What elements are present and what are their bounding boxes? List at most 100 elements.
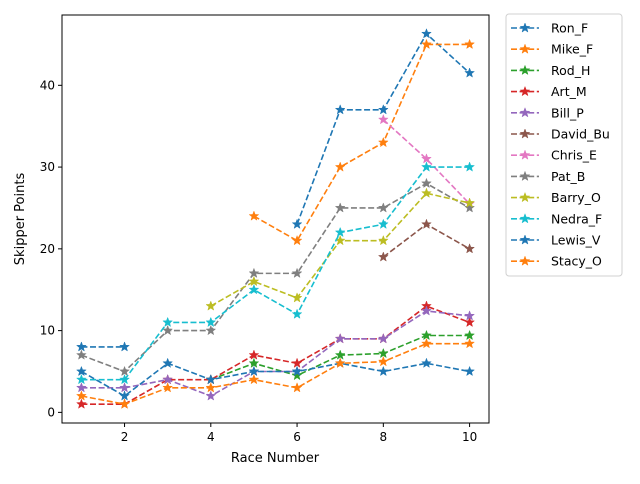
star-marker-icon [291, 382, 303, 393]
x-tick-label: 4 [207, 430, 215, 444]
star-marker-icon [519, 22, 531, 33]
legend-label: Art_M [551, 84, 587, 99]
star-marker-icon [519, 107, 531, 118]
legend-item-art-m: Art_M [511, 84, 587, 99]
legend: Ron_F Mike_F Rod_H Art_M Bill_P David_Bu Chris… [505, 13, 623, 277]
star-marker-icon [464, 310, 476, 321]
x-axis-label: Race Number [231, 451, 320, 466]
series-line [81, 305, 470, 405]
series-bill-p [75, 305, 476, 401]
star-marker-icon [464, 38, 476, 50]
x-tick-label: 6 [293, 430, 301, 444]
legend-item-david-bu: David_Bu [511, 127, 610, 142]
star-marker-icon [377, 202, 389, 213]
star-marker-icon [421, 357, 432, 368]
star-marker-icon [205, 300, 217, 311]
star-marker-icon [421, 153, 432, 164]
star-marker-icon [162, 382, 174, 393]
star-marker-icon [205, 316, 217, 328]
star-marker-icon [464, 329, 476, 341]
star-marker-icon [421, 177, 432, 189]
star-marker-icon [519, 234, 531, 245]
star-marker-icon [519, 149, 531, 160]
star-marker-icon [519, 43, 531, 54]
star-marker-icon [291, 369, 303, 381]
series-line [81, 342, 470, 406]
legend-label: Mike_F [551, 42, 593, 57]
star-marker-icon [291, 357, 303, 368]
star-marker-icon [421, 218, 432, 229]
star-marker-icon [248, 284, 260, 295]
star-marker-icon [421, 337, 432, 349]
star-marker-icon [75, 373, 87, 385]
star-marker-icon [248, 365, 260, 377]
legend-label: David_Bu [551, 127, 610, 142]
legend-item-chris-e: Chris_E [511, 148, 597, 163]
star-marker-icon [464, 316, 476, 328]
legend-item-bill-p: Bill_P [511, 105, 584, 120]
y-tick-label: 40 [40, 78, 55, 92]
legend-label: Ron_F [551, 21, 588, 36]
star-marker-icon [464, 202, 476, 213]
star-marker-icon [421, 305, 432, 316]
star-marker-icon [75, 390, 87, 401]
star-marker-icon [377, 113, 389, 125]
star-marker-icon [377, 218, 389, 229]
star-marker-icon [291, 365, 303, 377]
legend-label: Lewis_V [551, 233, 601, 248]
star-marker-icon [248, 373, 260, 385]
series-line [253, 43, 470, 242]
star-marker-icon [291, 308, 303, 319]
y-tick-label: 30 [40, 160, 55, 174]
series-line [81, 310, 470, 397]
star-marker-icon [377, 234, 389, 246]
legend-item-lewis-v: Lewis_V [511, 233, 601, 248]
x-tick-label: 8 [380, 430, 388, 444]
star-marker-icon [519, 64, 531, 76]
star-marker-icon [519, 213, 531, 224]
star-marker-icon [464, 161, 476, 172]
series-line [382, 119, 471, 205]
star-marker-icon [205, 324, 217, 336]
series-line [296, 32, 471, 225]
series-line [81, 362, 470, 397]
star-marker-icon [205, 382, 217, 393]
star-marker-icon [75, 398, 87, 409]
star-marker-icon [119, 365, 130, 377]
y-tick-label: 20 [40, 242, 55, 256]
star-marker-icon [162, 324, 174, 336]
star-marker-icon [162, 357, 174, 368]
star-marker-icon [519, 191, 531, 203]
star-marker-icon [248, 210, 260, 221]
star-marker-icon [377, 251, 389, 262]
star-marker-icon [119, 390, 130, 401]
legend-item-barry-o: Barry_O [511, 190, 601, 205]
y-tick-label: 10 [40, 324, 55, 338]
series-line [382, 223, 470, 258]
star-marker-icon [334, 202, 346, 213]
star-marker-icon [291, 292, 303, 303]
series-pat-b [75, 177, 476, 377]
series-david-bu [377, 218, 476, 262]
star-marker-icon [464, 67, 476, 78]
y-axis-label: Skipper Points [13, 173, 28, 266]
star-marker-icon [519, 255, 531, 266]
star-marker-icon [464, 243, 476, 254]
star-marker-icon [75, 365, 87, 377]
star-marker-icon [421, 28, 432, 39]
star-marker-icon [334, 333, 346, 344]
star-marker-icon [377, 333, 389, 344]
star-marker-icon [119, 341, 130, 352]
x-tick-label: 10 [462, 430, 477, 444]
series-nedra-f [75, 161, 476, 385]
star-marker-icon [377, 136, 389, 148]
legend-label: Rod_H [551, 63, 590, 78]
star-marker-icon [119, 373, 130, 385]
star-marker-icon [421, 187, 432, 198]
series-ron-f [75, 28, 476, 352]
star-marker-icon [291, 218, 303, 229]
star-marker-icon [248, 275, 260, 287]
star-marker-icon [119, 398, 130, 409]
